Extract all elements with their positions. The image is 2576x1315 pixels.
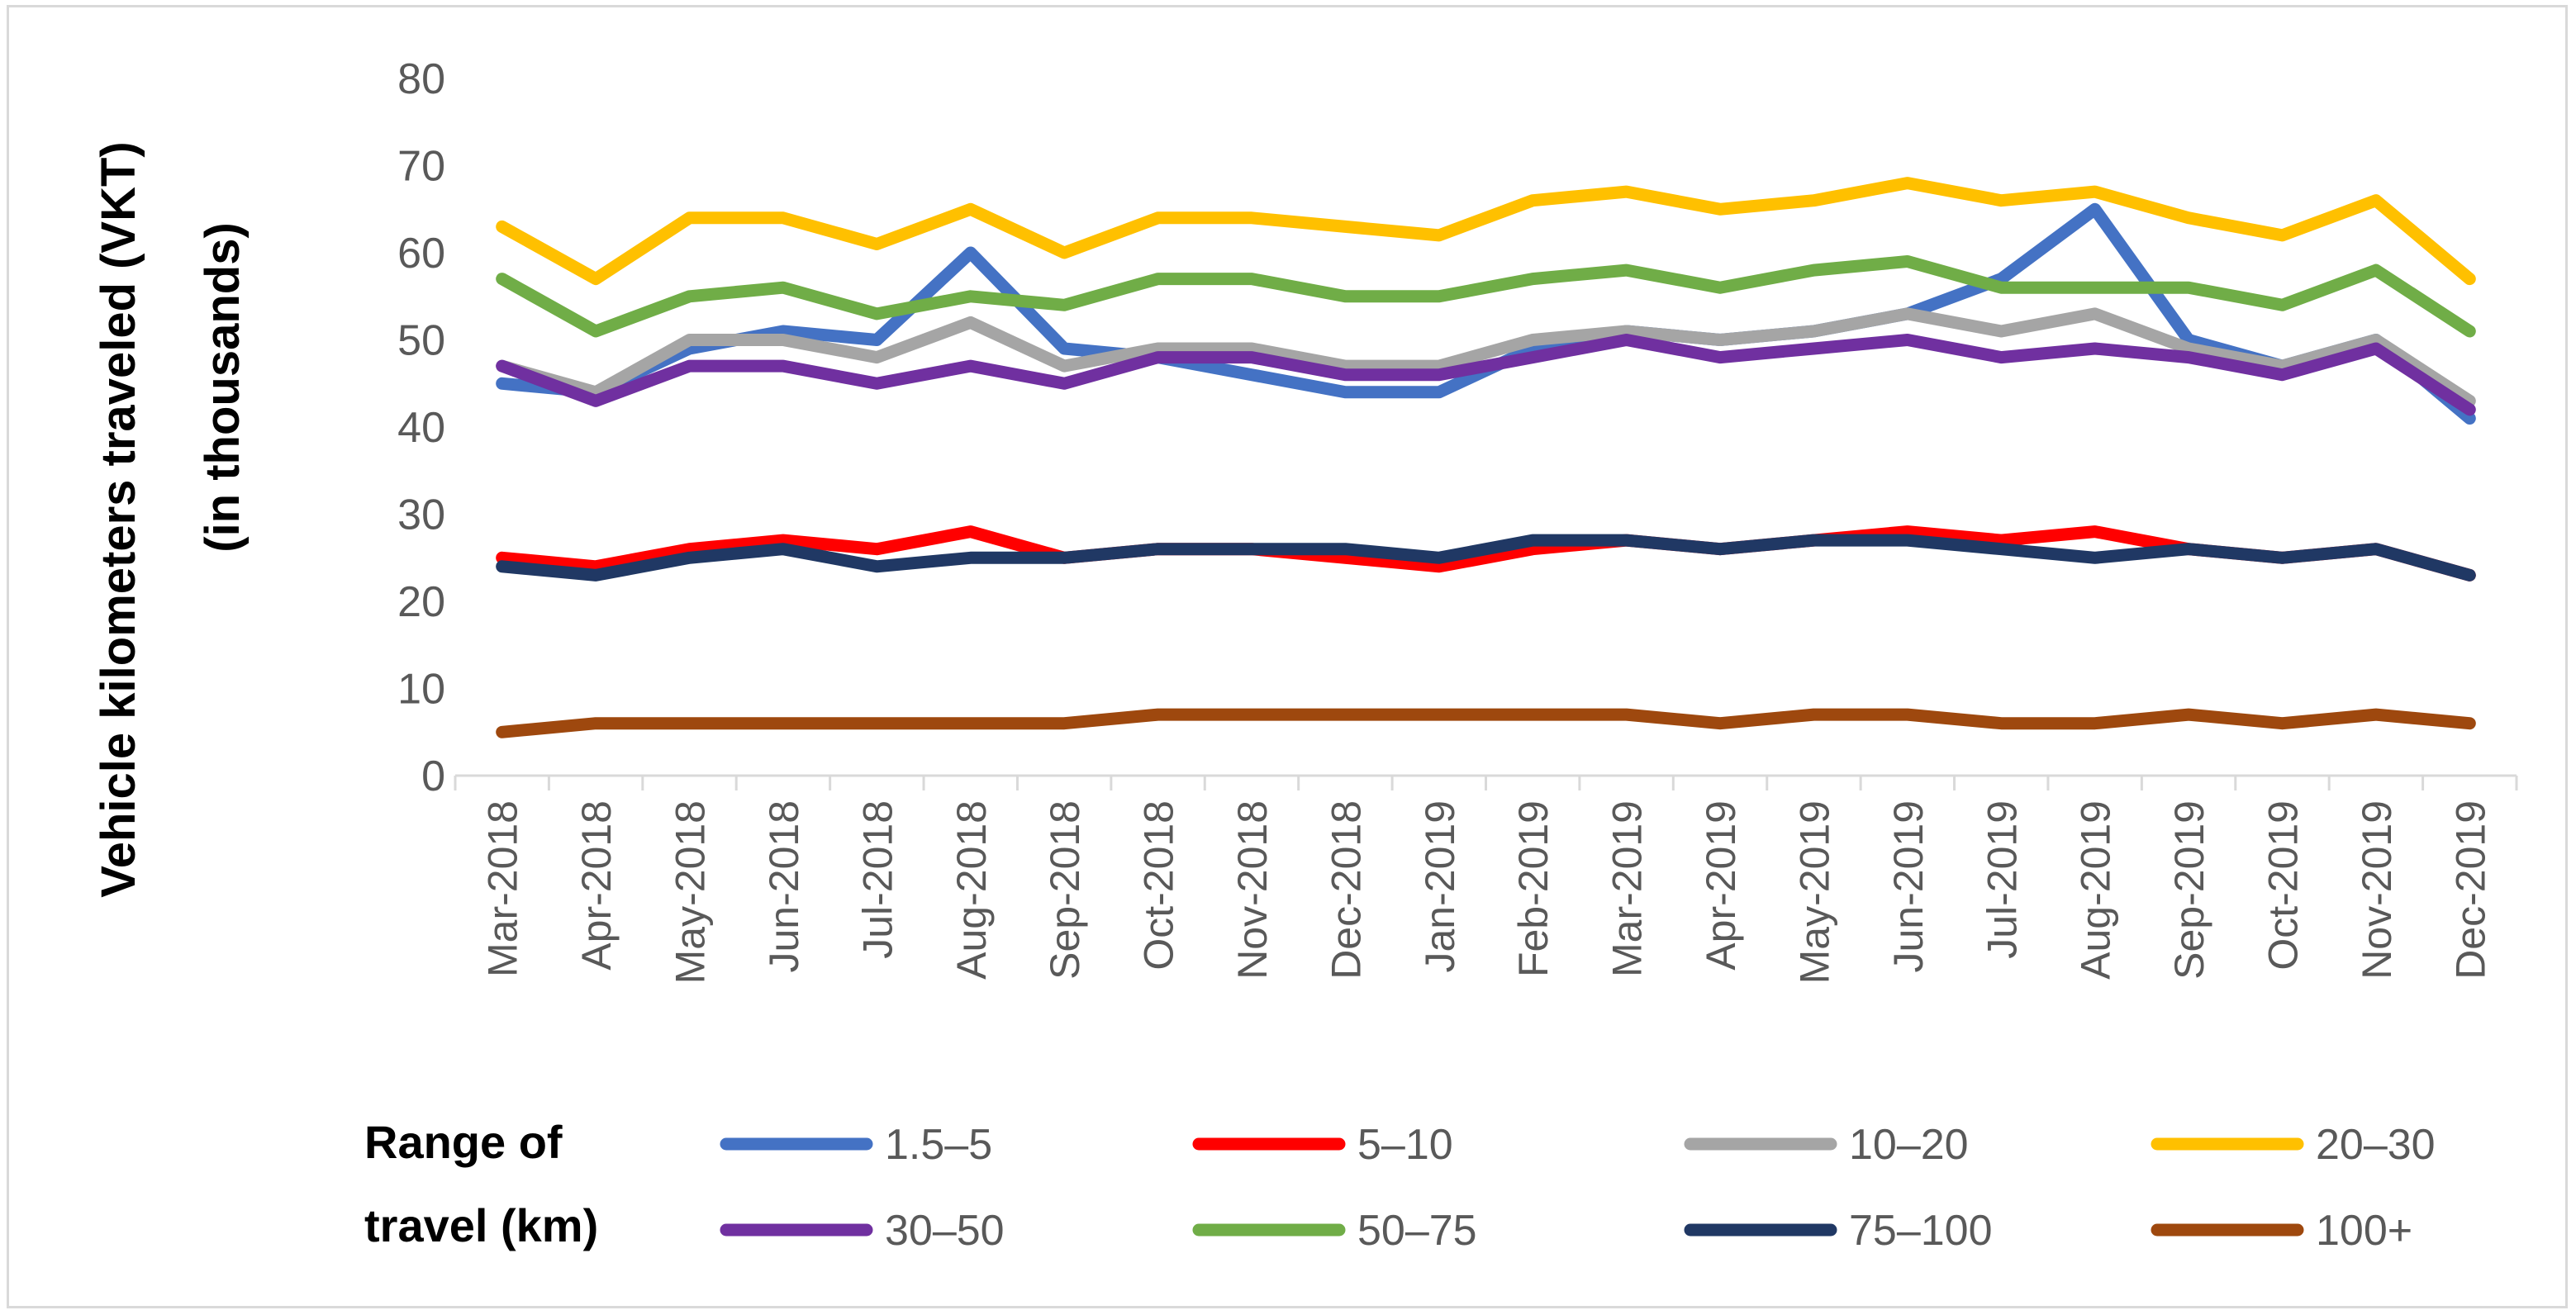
series-line-50–75 bbox=[496, 255, 2476, 338]
legend-label-1.5–5: 1.5–5 bbox=[885, 1121, 992, 1169]
x-tick-label: Jul-2019 bbox=[1979, 800, 2025, 959]
chart-frame: 0 10 20 30 40 50 60 70 80 Mar-2018 Apr-2018 May-20… bbox=[7, 5, 2568, 1308]
x-tick-label: Apr-2019 bbox=[1698, 800, 1744, 971]
x-tick-label: Mar-2019 bbox=[1604, 800, 1651, 977]
axes bbox=[454, 774, 2518, 790]
x-tick-label: May-2019 bbox=[1791, 800, 1837, 984]
x-tick-label: Aug-2018 bbox=[948, 800, 995, 980]
y-tick-label: 60 bbox=[397, 230, 445, 278]
legend-label-20–30: 20–30 bbox=[2316, 1121, 2436, 1169]
y-tick-label: 80 bbox=[397, 55, 445, 103]
x-tick-label: Oct-2018 bbox=[1136, 800, 1182, 971]
legend-label-10–20: 10–20 bbox=[1849, 1121, 1969, 1169]
x-tick-label: Mar-2018 bbox=[480, 800, 526, 977]
x-tick-label: Apr-2018 bbox=[573, 800, 620, 971]
legend-label-5–10: 5–10 bbox=[1357, 1121, 1453, 1169]
x-tick-label: Jul-2018 bbox=[854, 800, 901, 959]
series-lines bbox=[496, 177, 2476, 738]
legend-label-50–75: 50–75 bbox=[1357, 1207, 1477, 1255]
x-tick-label: Jun-2019 bbox=[1885, 800, 1932, 973]
y-tick-label: 70 bbox=[397, 143, 445, 191]
y-tick-label: 20 bbox=[397, 578, 445, 626]
legend-title-line2: travel (km) bbox=[364, 1199, 598, 1251]
legend-label-30–50: 30–50 bbox=[885, 1207, 1005, 1255]
y-axis-label-line2: (in thousands) bbox=[196, 222, 250, 553]
y-tick-label: 50 bbox=[397, 317, 445, 365]
x-tick-label: Aug-2019 bbox=[2073, 800, 2119, 980]
legend-title-line1: Range of bbox=[364, 1116, 563, 1168]
y-tick-label: 30 bbox=[397, 491, 445, 539]
y-tick-label: 0 bbox=[421, 752, 445, 800]
legend-label-75–100: 75–100 bbox=[1849, 1207, 1993, 1255]
x-tick-label: Nov-2019 bbox=[2354, 800, 2400, 980]
x-tick-label: Nov-2018 bbox=[1229, 800, 1276, 980]
series-line-10–20 bbox=[496, 307, 2476, 407]
legend-items: 1.5–5 5–10 10–20 20–30 30–50 50–75 75–100 100+ bbox=[720, 1121, 2436, 1255]
legend-label-100+: 100+ bbox=[2316, 1207, 2412, 1255]
x-tick-label: Jan-2019 bbox=[1417, 800, 1463, 973]
x-tick-label: Sep-2018 bbox=[1042, 800, 1088, 980]
x-tick-label: Jun-2018 bbox=[761, 800, 807, 973]
line-chart: 0 10 20 30 40 50 60 70 80 Mar-2018 Apr-2018 May-20… bbox=[92, 55, 2518, 1255]
series-line-5–10 bbox=[496, 525, 2476, 582]
legend: Range of travel (km) 1.5–5 5–10 10–20 20–30… bbox=[364, 1116, 2436, 1255]
series-line-1.5–5 bbox=[496, 202, 2476, 425]
x-tick-label: May-2018 bbox=[668, 800, 714, 984]
y-tick-labels: 0 10 20 30 40 50 60 70 80 bbox=[397, 55, 445, 800]
x-tick-label: Dec-2019 bbox=[2447, 800, 2493, 980]
series-line-20–30 bbox=[496, 177, 2476, 286]
x-tick-label: Sep-2019 bbox=[2166, 800, 2212, 980]
y-axis-label: Vehicle kilometers traveled (VKT) bbox=[92, 141, 145, 897]
x-tick-label: Feb-2019 bbox=[1510, 800, 1557, 977]
series-line-30–50 bbox=[496, 334, 2476, 416]
y-tick-label: 10 bbox=[397, 666, 445, 714]
y-tick-label: 40 bbox=[397, 404, 445, 452]
series-line-75–100 bbox=[496, 534, 2476, 582]
x-tick-label: Oct-2019 bbox=[2260, 800, 2306, 971]
series-line-100+ bbox=[496, 708, 2476, 738]
x-tick-label: Dec-2018 bbox=[1323, 800, 1369, 980]
x-tick-labels: Mar-2018 Apr-2018 May-2018 Jun-2018 Jul-2018… bbox=[480, 800, 2494, 984]
